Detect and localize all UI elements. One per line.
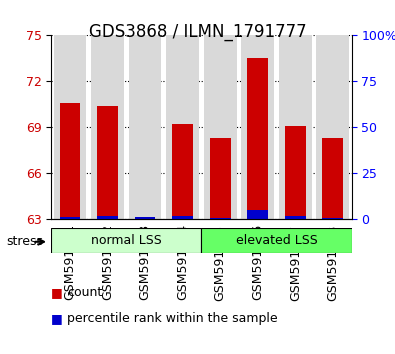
Bar: [54, 35, 87, 219]
Bar: [204, 35, 237, 219]
Bar: [97, 216, 118, 219]
Bar: [172, 124, 193, 219]
Bar: [241, 35, 274, 219]
Bar: [97, 106, 118, 219]
Bar: [51, 228, 201, 253]
Bar: [285, 126, 306, 219]
Bar: [285, 216, 306, 219]
Bar: [135, 217, 156, 219]
Bar: [247, 210, 268, 219]
Bar: [316, 35, 349, 219]
Text: stress: stress: [6, 235, 43, 248]
Bar: [210, 138, 231, 219]
Bar: [279, 35, 312, 219]
Text: percentile rank within the sample: percentile rank within the sample: [67, 312, 278, 325]
Text: ■: ■: [51, 286, 63, 298]
Bar: [166, 35, 199, 219]
Bar: [129, 35, 162, 219]
Bar: [60, 217, 81, 219]
Text: ■: ■: [51, 312, 63, 325]
Bar: [322, 138, 343, 219]
Bar: [91, 35, 124, 219]
Bar: [201, 228, 352, 253]
Text: count: count: [67, 286, 102, 298]
Text: elevated LSS: elevated LSS: [236, 234, 317, 247]
Text: GDS3868 / ILMN_1791777: GDS3868 / ILMN_1791777: [89, 23, 306, 41]
Bar: [322, 218, 343, 219]
Bar: [172, 216, 193, 219]
Bar: [60, 103, 81, 219]
Bar: [210, 218, 231, 219]
Bar: [247, 58, 268, 219]
Text: normal LSS: normal LSS: [91, 234, 162, 247]
